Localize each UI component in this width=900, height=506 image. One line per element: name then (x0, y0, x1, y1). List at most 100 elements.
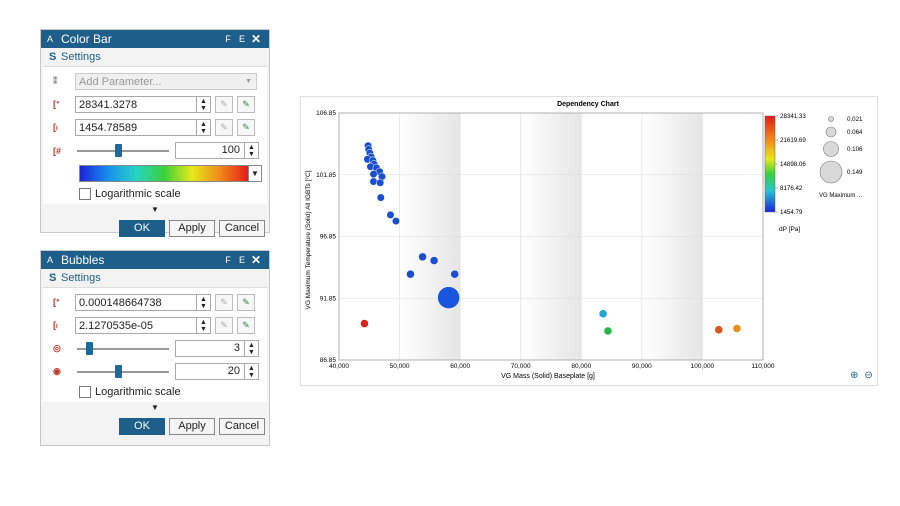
settings-section-header[interactable]: S Settings (41, 48, 269, 66)
settings-section-header[interactable]: S Settings (41, 269, 269, 287)
max-size-input[interactable]: 20 (175, 363, 245, 380)
color-gradient-preview[interactable] (79, 165, 249, 182)
x-tick-label: 50,000 (390, 363, 410, 370)
app-icon: A (47, 255, 54, 265)
min-size-slider[interactable] (77, 340, 169, 357)
y-tick-label: 106.85 (316, 110, 336, 117)
auto-min-icon[interactable]: ✎ (237, 317, 255, 334)
ok-button[interactable]: OK (119, 417, 165, 435)
bubble-min-size-icon: ◎ (53, 343, 61, 353)
steps-slider[interactable] (77, 142, 169, 159)
zoom-out-icon[interactable]: ⊖ (864, 370, 873, 381)
zoom-in-icon[interactable]: ⊕ (850, 370, 859, 381)
x-tick-label: 70,000 (511, 363, 531, 370)
color-legend-label: 21619.69 (780, 137, 806, 144)
close-icon[interactable]: ✕ (250, 32, 262, 46)
parameter-row: ⁑ Add Parameter... ▼ (43, 71, 267, 92)
max-value-row: [ᐩ 28341.3278 ▲ ▼ ✎ ✎ (43, 94, 267, 115)
max-size-slider[interactable] (77, 363, 169, 380)
size-legend-bubble (828, 116, 834, 122)
apply-button[interactable]: Apply (169, 219, 215, 237)
close-icon[interactable]: ✕ (250, 253, 262, 267)
f-button[interactable]: F (225, 34, 231, 44)
steps-input[interactable]: 100 (175, 142, 245, 159)
data-bubble (603, 326, 613, 336)
settings-section-icon: S (49, 272, 57, 284)
x-tick-label: 60,000 (450, 363, 470, 370)
max-value-input[interactable]: 28341.3278 (75, 96, 197, 113)
min-size-slider-thumb[interactable] (85, 342, 93, 355)
auto-max-icon[interactable]: ✎ (237, 294, 255, 311)
data-bubble (376, 193, 385, 202)
auto-max-icon[interactable]: ✎ (237, 96, 255, 113)
pick-max-icon[interactable]: ✎ (215, 96, 233, 113)
max-size-slider-thumb[interactable] (115, 365, 123, 378)
data-bubble (714, 325, 724, 335)
min-value-input[interactable]: 2.1270535e-05 (75, 317, 197, 334)
min-size-spinner[interactable]: ▲ ▼ (245, 340, 259, 357)
color-bar-dialog: A Color Bar F E ✕ S Settings ⁑ Add Param… (40, 29, 270, 237)
pick-max-icon[interactable]: ✎ (215, 294, 233, 311)
min-value-spinner[interactable]: ▲ ▼ (197, 119, 211, 136)
add-parameter-select[interactable]: Add Parameter... ▼ (75, 73, 257, 90)
size-legend-label: 0.064 (847, 129, 863, 136)
e-button[interactable]: E (238, 34, 245, 44)
x-tick-label: 80,000 (571, 363, 591, 370)
collapse-arrow-icon[interactable]: ▼ (151, 205, 159, 214)
steps-slider-thumb[interactable] (115, 144, 123, 157)
collapse-arrow-icon[interactable]: ▼ (151, 403, 159, 412)
data-bubble (386, 210, 395, 219)
log-scale-checkbox[interactable] (79, 386, 91, 398)
pick-min-icon[interactable]: ✎ (215, 317, 233, 334)
f-button[interactable]: F (225, 255, 231, 265)
max-size-spinner[interactable]: ▲ ▼ (245, 363, 259, 380)
color-legend-label: 14898.06 (780, 161, 806, 168)
min-value-input[interactable]: 1454.78589 (75, 119, 197, 136)
parameter-icon: ⁑ (53, 76, 58, 86)
log-scale-row[interactable]: Logarithmic scale (43, 384, 267, 400)
dialog-title: Bubbles (61, 253, 105, 267)
x-tick-label: 90,000 (632, 363, 652, 370)
min-value-spinner[interactable]: ▲ ▼ (197, 317, 211, 334)
cancel-button[interactable]: Cancel (219, 417, 265, 435)
size-legend-label: 0.149 (847, 169, 863, 176)
color-legend-label: 28341.33 (780, 113, 806, 120)
data-bubble (376, 178, 385, 187)
max-size-row: ◉ 20 ▲ ▼ (43, 361, 267, 382)
e-button[interactable]: E (238, 255, 245, 265)
data-bubble (450, 269, 459, 279)
dialog-title: Color Bar (61, 32, 112, 46)
gradient-row: ▼ (43, 163, 267, 184)
min-value-text: 2.1270535e-05 (79, 319, 154, 332)
max-value-spinner[interactable]: ▲ ▼ (197, 294, 211, 311)
log-scale-checkbox[interactable] (79, 188, 91, 200)
plot-frame (338, 112, 764, 361)
apply-button[interactable]: Apply (169, 417, 215, 435)
cancel-button[interactable]: Cancel (219, 219, 265, 237)
bubble-max-size-icon: ◉ (53, 366, 61, 376)
max-value-input[interactable]: 0.000148664738 (75, 294, 197, 311)
max-size-slider-track (77, 371, 169, 373)
log-scale-row[interactable]: Logarithmic scale (43, 186, 267, 202)
x-tick-label: 40,000 (329, 363, 349, 370)
dependency-chart-panel: 40,000 50,000 60,000 70,000 80,000 90,000 100,… (300, 96, 878, 386)
min-value-row: [ₗ 1454.78589 ▲ ▼ ✎ ✎ (43, 117, 267, 138)
min-size-row: ◎ 3 ▲ ▼ (43, 338, 267, 359)
min-size-slider-track (77, 348, 169, 350)
max-value-text: 28341.3278 (79, 98, 138, 111)
dependency-chart[interactable]: 40,000 50,000 60,000 70,000 80,000 90,000 100,… (301, 97, 877, 385)
chart-title: Dependency Chart (557, 101, 620, 108)
min-size-input[interactable]: 3 (175, 340, 245, 357)
steps-spinner[interactable]: ▲ ▼ (245, 142, 259, 159)
max-value-spinner[interactable]: ▲ ▼ (197, 96, 211, 113)
dialog-footer: OK Apply Cancel (41, 216, 269, 240)
y-tick-label: 101.85 (316, 172, 336, 179)
data-bubble (732, 324, 742, 333)
data-bubble (598, 309, 608, 318)
auto-min-icon[interactable]: ✎ (237, 119, 255, 136)
chevron-down-icon[interactable]: ▼ (249, 165, 262, 182)
x-tick-label: 100,000 (691, 363, 715, 370)
ok-button[interactable]: OK (119, 219, 165, 237)
pick-min-icon[interactable]: ✎ (215, 119, 233, 136)
color-legend-label: 1454.79 (780, 209, 803, 216)
